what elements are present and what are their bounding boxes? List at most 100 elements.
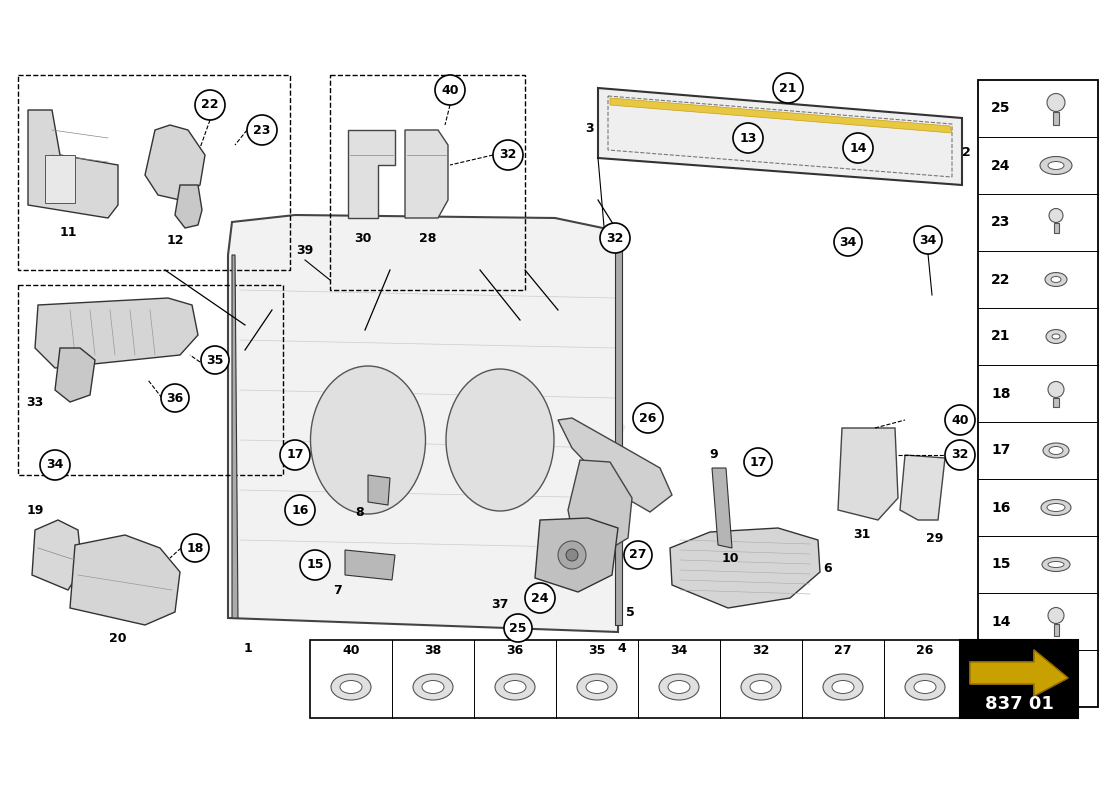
Text: 40: 40	[952, 414, 969, 426]
Bar	[960, 640, 1078, 718]
Text: 31: 31	[854, 529, 871, 542]
Ellipse shape	[1047, 503, 1065, 511]
Ellipse shape	[823, 674, 864, 700]
Circle shape	[945, 440, 975, 470]
Ellipse shape	[914, 681, 936, 694]
Text: 36: 36	[166, 391, 184, 405]
Text: 34: 34	[920, 234, 937, 246]
Ellipse shape	[446, 369, 554, 511]
Text: 37: 37	[492, 598, 508, 611]
Circle shape	[1048, 607, 1064, 623]
Text: 22: 22	[991, 273, 1011, 286]
Text: 35: 35	[588, 643, 606, 657]
Ellipse shape	[1043, 443, 1069, 458]
Bar	[1053, 398, 1059, 406]
Text: 8: 8	[355, 506, 364, 518]
Ellipse shape	[331, 674, 371, 700]
Polygon shape	[615, 235, 622, 625]
Polygon shape	[670, 528, 820, 608]
Ellipse shape	[659, 674, 698, 700]
Text: 18: 18	[991, 386, 1011, 401]
Polygon shape	[348, 130, 395, 218]
Text: 28: 28	[419, 231, 437, 245]
Text: 38: 38	[425, 643, 441, 657]
Text: 34: 34	[839, 235, 857, 249]
Polygon shape	[175, 185, 202, 228]
Bar	[978, 80, 1098, 707]
Ellipse shape	[504, 681, 526, 694]
Text: 34: 34	[670, 643, 688, 657]
Polygon shape	[368, 475, 390, 505]
Text: 32: 32	[499, 149, 517, 162]
Text: 23: 23	[253, 123, 271, 137]
Ellipse shape	[741, 674, 781, 700]
Text: 36: 36	[506, 643, 524, 657]
Text: 13: 13	[991, 671, 1011, 686]
Circle shape	[733, 123, 763, 153]
Ellipse shape	[1042, 558, 1070, 571]
Polygon shape	[900, 455, 945, 520]
Circle shape	[504, 614, 532, 642]
Text: 24: 24	[531, 591, 549, 605]
Ellipse shape	[1048, 162, 1064, 170]
Bar	[45, 155, 75, 203]
Text: 16: 16	[292, 503, 309, 517]
Text: 35: 35	[207, 354, 223, 366]
Circle shape	[834, 228, 862, 256]
Ellipse shape	[750, 681, 772, 694]
Ellipse shape	[412, 674, 453, 700]
Circle shape	[632, 403, 663, 433]
Text: 25: 25	[991, 102, 1011, 115]
Text: 6: 6	[824, 562, 833, 574]
Text: 12: 12	[166, 234, 184, 246]
Circle shape	[1048, 382, 1064, 398]
Ellipse shape	[586, 681, 608, 694]
Polygon shape	[405, 130, 448, 218]
Polygon shape	[55, 348, 95, 402]
Ellipse shape	[1045, 273, 1067, 286]
Ellipse shape	[1050, 277, 1062, 282]
Text: 24: 24	[991, 158, 1011, 173]
Polygon shape	[228, 215, 622, 632]
Text: 27: 27	[629, 549, 647, 562]
Circle shape	[201, 346, 229, 374]
Text: 14: 14	[991, 614, 1011, 629]
Text: 25: 25	[509, 622, 527, 634]
Text: 34: 34	[46, 458, 64, 471]
Text: 23: 23	[991, 215, 1011, 230]
Circle shape	[773, 73, 803, 103]
Text: 39: 39	[296, 243, 314, 257]
Ellipse shape	[578, 674, 617, 700]
Text: a passion for parts since 1985: a passion for parts since 1985	[358, 395, 644, 505]
Text: 21: 21	[991, 330, 1011, 343]
Text: 26: 26	[639, 411, 657, 425]
Polygon shape	[232, 255, 238, 618]
Bar	[1054, 222, 1058, 233]
Text: 19: 19	[26, 503, 44, 517]
Ellipse shape	[495, 674, 535, 700]
Text: 17: 17	[749, 455, 767, 469]
Polygon shape	[70, 535, 180, 625]
Text: 21: 21	[779, 82, 796, 94]
Circle shape	[248, 115, 277, 145]
Circle shape	[945, 405, 975, 435]
Text: 22: 22	[201, 98, 219, 111]
Text: 32: 32	[952, 449, 969, 462]
Polygon shape	[610, 98, 952, 133]
Circle shape	[300, 550, 330, 580]
Text: 20: 20	[109, 631, 126, 645]
Polygon shape	[32, 520, 82, 590]
Bar	[1054, 623, 1058, 635]
Circle shape	[285, 495, 315, 525]
Ellipse shape	[668, 681, 690, 694]
Text: 17: 17	[286, 449, 304, 462]
Polygon shape	[568, 460, 632, 555]
Polygon shape	[535, 518, 618, 592]
Polygon shape	[598, 88, 962, 185]
Circle shape	[434, 75, 465, 105]
Ellipse shape	[310, 366, 426, 514]
Ellipse shape	[1048, 562, 1064, 567]
Ellipse shape	[1049, 446, 1063, 454]
Circle shape	[566, 549, 578, 561]
Circle shape	[195, 90, 226, 120]
